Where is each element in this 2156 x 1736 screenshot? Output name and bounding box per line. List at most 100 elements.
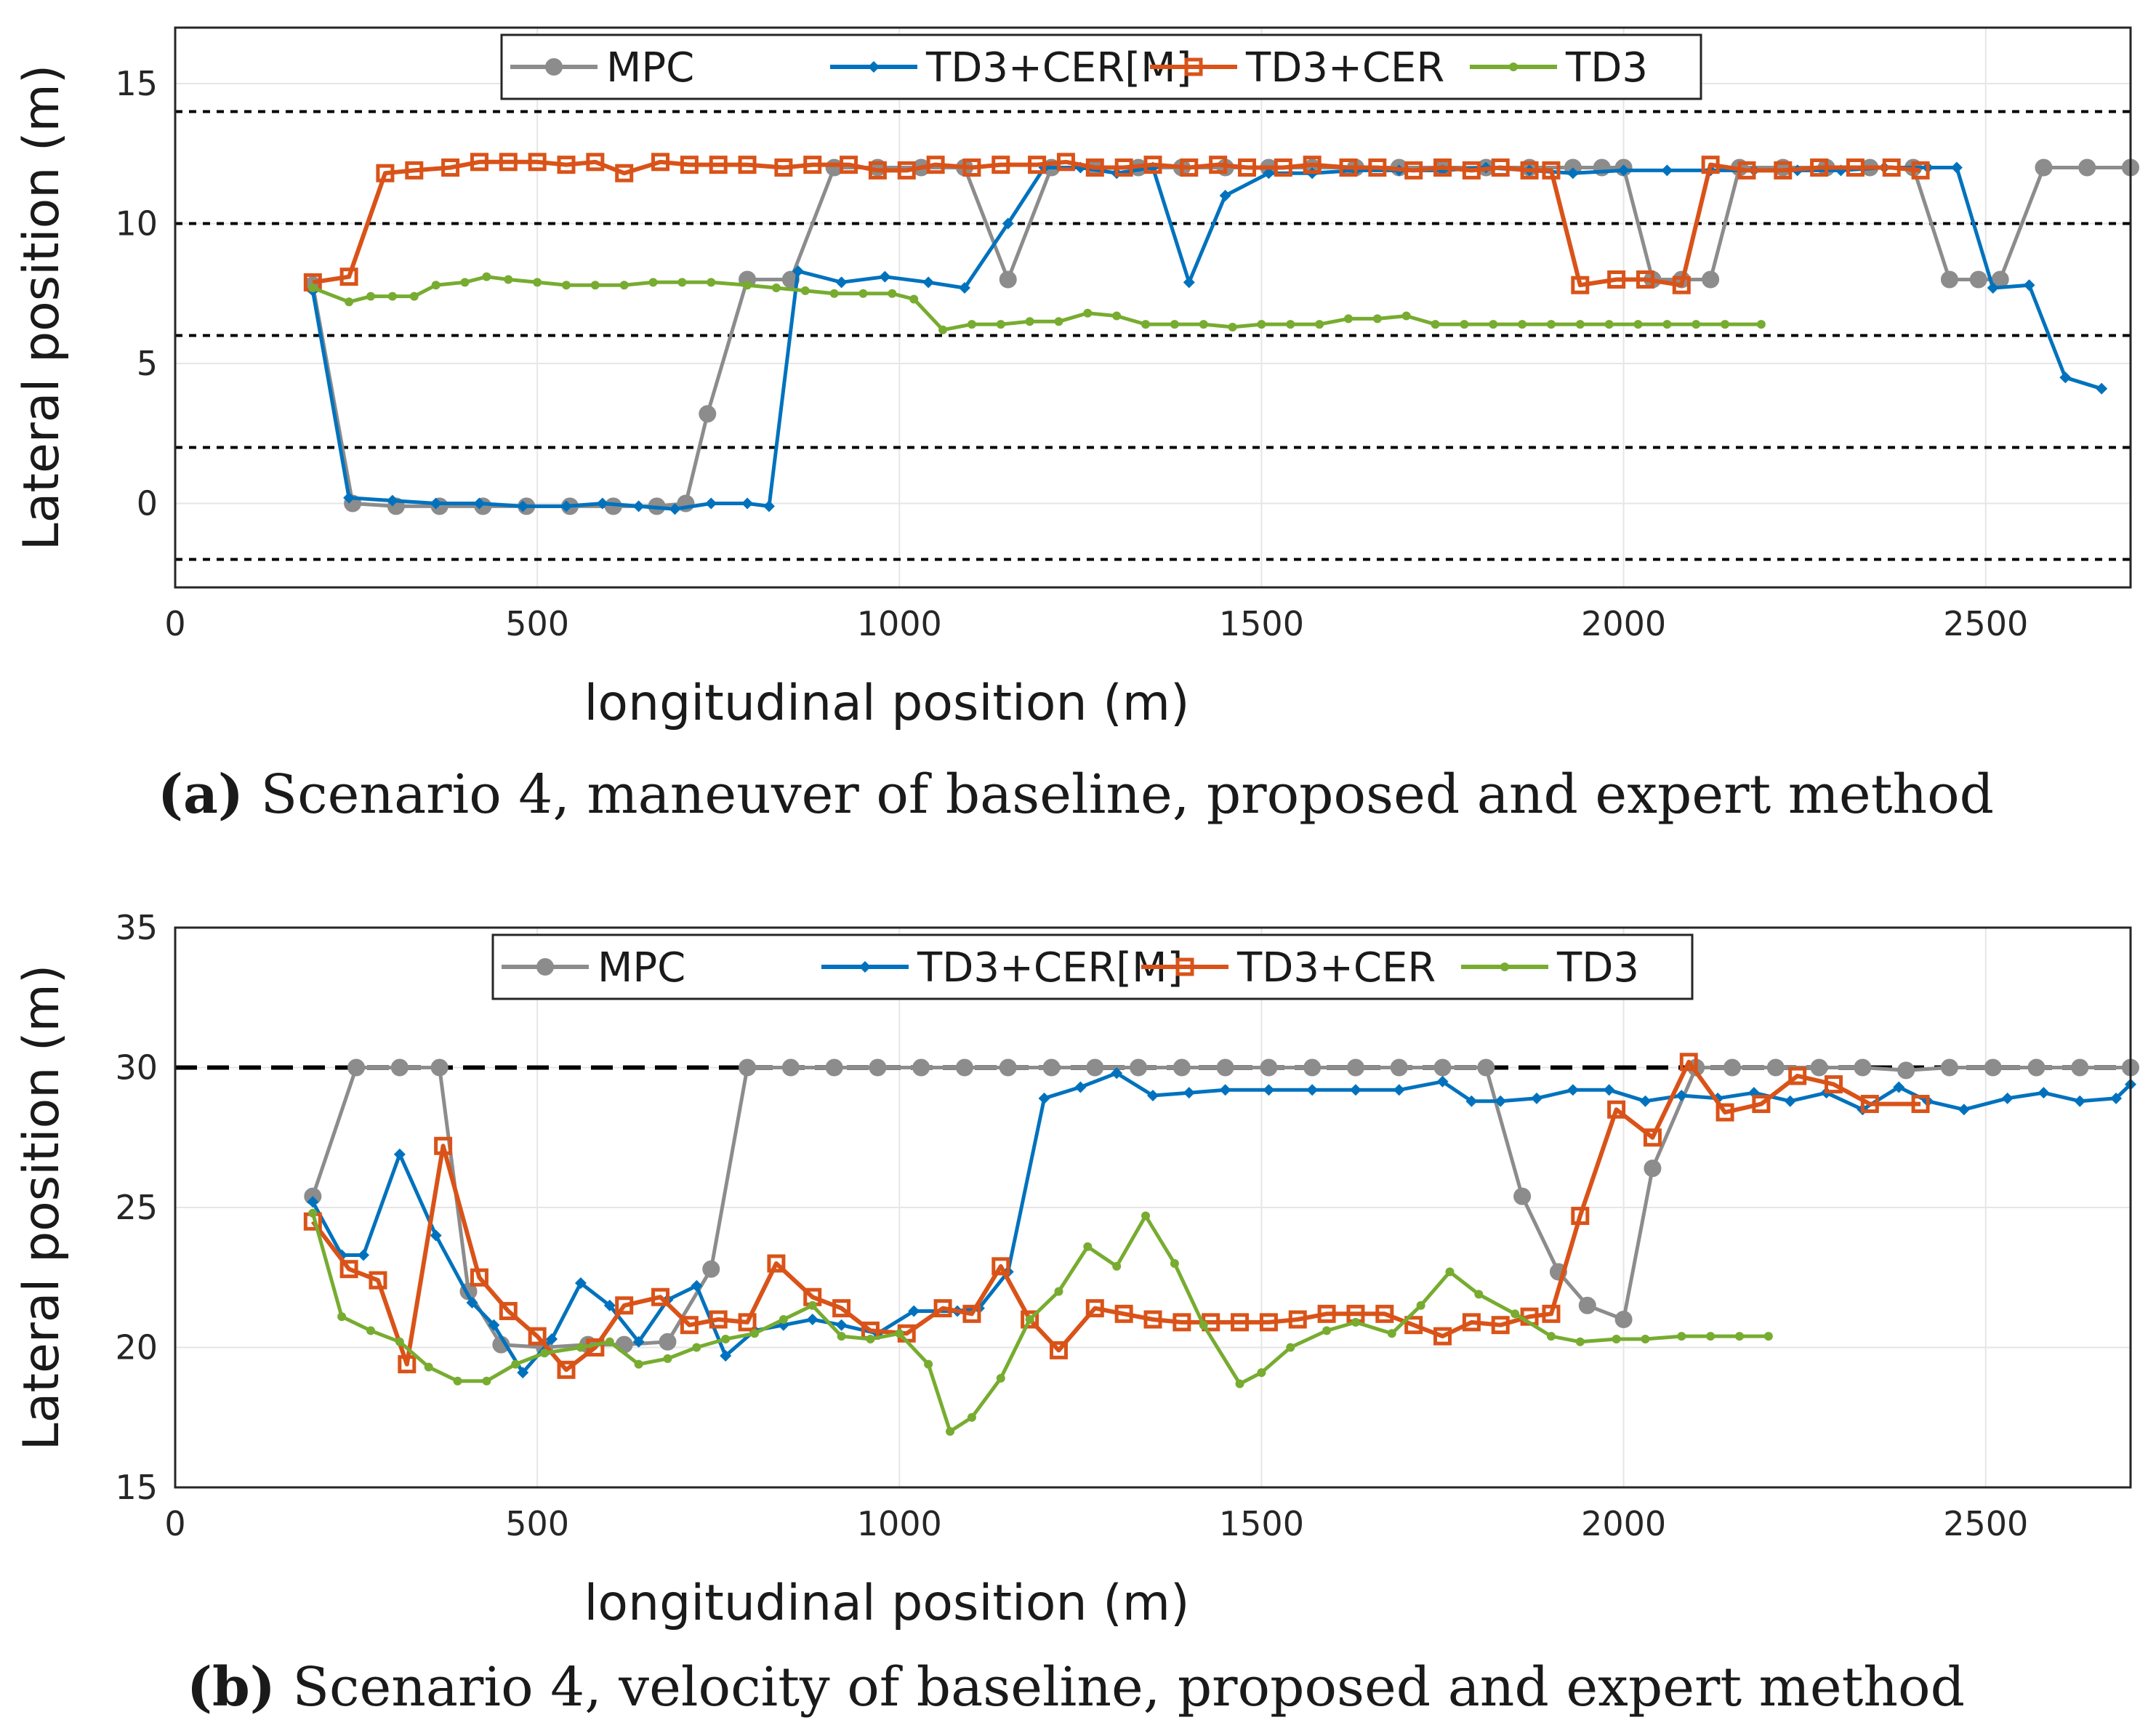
data-point-td3-cer-m xyxy=(958,282,970,294)
data-point-td3-cer xyxy=(1303,156,1322,174)
data-point-td3-cer-m xyxy=(517,500,529,513)
legend-swatch-marker xyxy=(536,958,554,976)
data-point-td3-cer-m xyxy=(430,1229,442,1242)
x-tick-labels-a: 0 500 1000 1500 2000 2500 xyxy=(164,604,2028,643)
data-point-td3 xyxy=(576,1343,585,1352)
data-point-td3-cer-m xyxy=(2023,279,2035,292)
data-point-td3-cer xyxy=(1143,1310,1162,1329)
data-point-td3 xyxy=(409,292,419,301)
data-point-td3-cer xyxy=(1825,1075,1843,1094)
data-point-td3-cer-m xyxy=(763,500,775,513)
data-point-td3-cer-m xyxy=(1465,1095,1478,1107)
y-tick-label: 15 xyxy=(115,64,158,103)
axes-box-b xyxy=(174,926,2132,1489)
series-line-td3-cer xyxy=(312,159,1921,288)
series-line-td3 xyxy=(312,275,1761,332)
data-point-td3 xyxy=(424,1362,433,1372)
data-point-td3 xyxy=(967,320,976,329)
data-point-td3-cer xyxy=(1114,158,1133,177)
data-point-td3-cer-m xyxy=(908,1305,920,1317)
data-point-td3-cer-m xyxy=(1893,1081,1905,1093)
data-point-td3-cer xyxy=(803,156,822,174)
data-point-td3 xyxy=(366,1326,375,1335)
data-point-td3-cer-m xyxy=(1111,1067,1123,1080)
caption-a-tag: (a) xyxy=(158,763,244,826)
data-point-td3-cer-m xyxy=(669,503,681,515)
data-point-td3 xyxy=(1199,320,1208,329)
legend-items-b: MPC TD3+CER[M] TD3+CER TD3 xyxy=(502,944,1639,992)
data-point-td3-cer xyxy=(1491,1316,1510,1335)
data-point-td3-cer xyxy=(499,153,518,172)
data-point-td3-cer xyxy=(933,1299,952,1318)
data-point-td3 xyxy=(460,278,470,287)
data-point-td3 xyxy=(1756,320,1766,329)
data-point-mpc xyxy=(1810,1058,1828,1077)
data-point-td3 xyxy=(366,292,375,301)
data-point-td3-cer-m xyxy=(1617,164,1630,177)
data-point-td3 xyxy=(1141,320,1151,329)
data-point-td3-cer xyxy=(1788,1066,1807,1085)
legend-swatch-marker xyxy=(1509,63,1518,71)
data-point-td3 xyxy=(866,1334,875,1343)
data-point-td3-cer-m xyxy=(720,1350,732,1362)
data-point-mpc xyxy=(1086,1058,1104,1077)
data-point-td3-cer-m xyxy=(806,1314,818,1325)
data-point-mpc xyxy=(1723,1058,1742,1077)
data-point-td3 xyxy=(590,281,600,290)
data-point-td3 xyxy=(605,1337,614,1346)
data-point-td3-cer xyxy=(1462,161,1481,180)
data-point-td3 xyxy=(1518,320,1527,329)
data-point-mpc xyxy=(347,1058,366,1077)
legend-label: TD3+CER[M] xyxy=(917,944,1183,992)
legend-item-td3: TD3 xyxy=(1470,44,1648,92)
data-point-td3 xyxy=(1692,320,1701,329)
data-point-td3-cer-m xyxy=(393,1148,406,1160)
legend-item-td3-cer: TD3+CER xyxy=(1141,944,1436,992)
data-point-td3-cer xyxy=(528,1327,547,1346)
y-tick-label: 25 xyxy=(115,1188,158,1227)
data-point-td3-cer-m xyxy=(1603,1084,1615,1096)
panel-a-maneuver-chart: 0 500 1000 1500 2000 2500 0 5 10 15 longitudinal… xyxy=(13,26,2139,826)
data-point-td3 xyxy=(1546,320,1556,329)
data-point-td3-cer-m xyxy=(792,265,804,277)
data-point-td3-cer-m xyxy=(835,1319,848,1331)
data-point-td3-cer xyxy=(1491,158,1510,177)
data-point-td3-cer xyxy=(1911,1095,1930,1114)
data-point-mpc xyxy=(1644,1160,1662,1178)
data-point-td3 xyxy=(619,281,629,290)
data-point-td3 xyxy=(1677,1332,1686,1341)
legend-item-td3-cer: TD3+CER xyxy=(1150,44,1444,92)
data-point-td3 xyxy=(540,1349,550,1358)
data-point-td3 xyxy=(1633,320,1643,329)
data-point-td3 xyxy=(482,1376,491,1386)
data-point-mpc xyxy=(739,1058,757,1077)
legend-item-mpc: MPC xyxy=(502,944,685,992)
data-point-td3-cer xyxy=(1209,156,1228,174)
data-point-td3 xyxy=(1228,322,1237,331)
data-point-td3-cer-m xyxy=(1183,1087,1195,1099)
data-point-mpc xyxy=(1042,1058,1061,1077)
data-point-td3 xyxy=(1372,314,1382,324)
data-point-td3-cer xyxy=(1114,1304,1133,1323)
data-point-td3-cer xyxy=(376,164,395,182)
data-point-td3-cer-m xyxy=(2110,1092,2123,1104)
data-point-td3-cer xyxy=(767,1254,786,1273)
data-point-td3-cer xyxy=(470,153,488,172)
data-point-td3 xyxy=(771,284,781,293)
data-point-td3-cer xyxy=(398,1355,417,1374)
data-point-mpc xyxy=(1130,1058,1148,1077)
y-tick-label: 20 xyxy=(115,1328,158,1367)
data-point-td3 xyxy=(909,294,919,304)
data-point-td3-cer xyxy=(557,156,576,174)
data-point-td3 xyxy=(1054,1287,1063,1296)
data-point-td3-cer-m xyxy=(1349,1084,1361,1096)
x-tick-label: 0 xyxy=(164,1504,185,1543)
series-group-a xyxy=(303,153,2139,515)
data-point-td3-cer xyxy=(1172,1313,1191,1332)
data-point-td3 xyxy=(648,278,658,287)
data-point-td3 xyxy=(1054,317,1063,326)
data-point-td3 xyxy=(800,286,810,295)
data-point-td3 xyxy=(946,1427,955,1436)
legend-items-a: MPC TD3+CER[M] TD3+CER TD3 xyxy=(510,44,1648,92)
